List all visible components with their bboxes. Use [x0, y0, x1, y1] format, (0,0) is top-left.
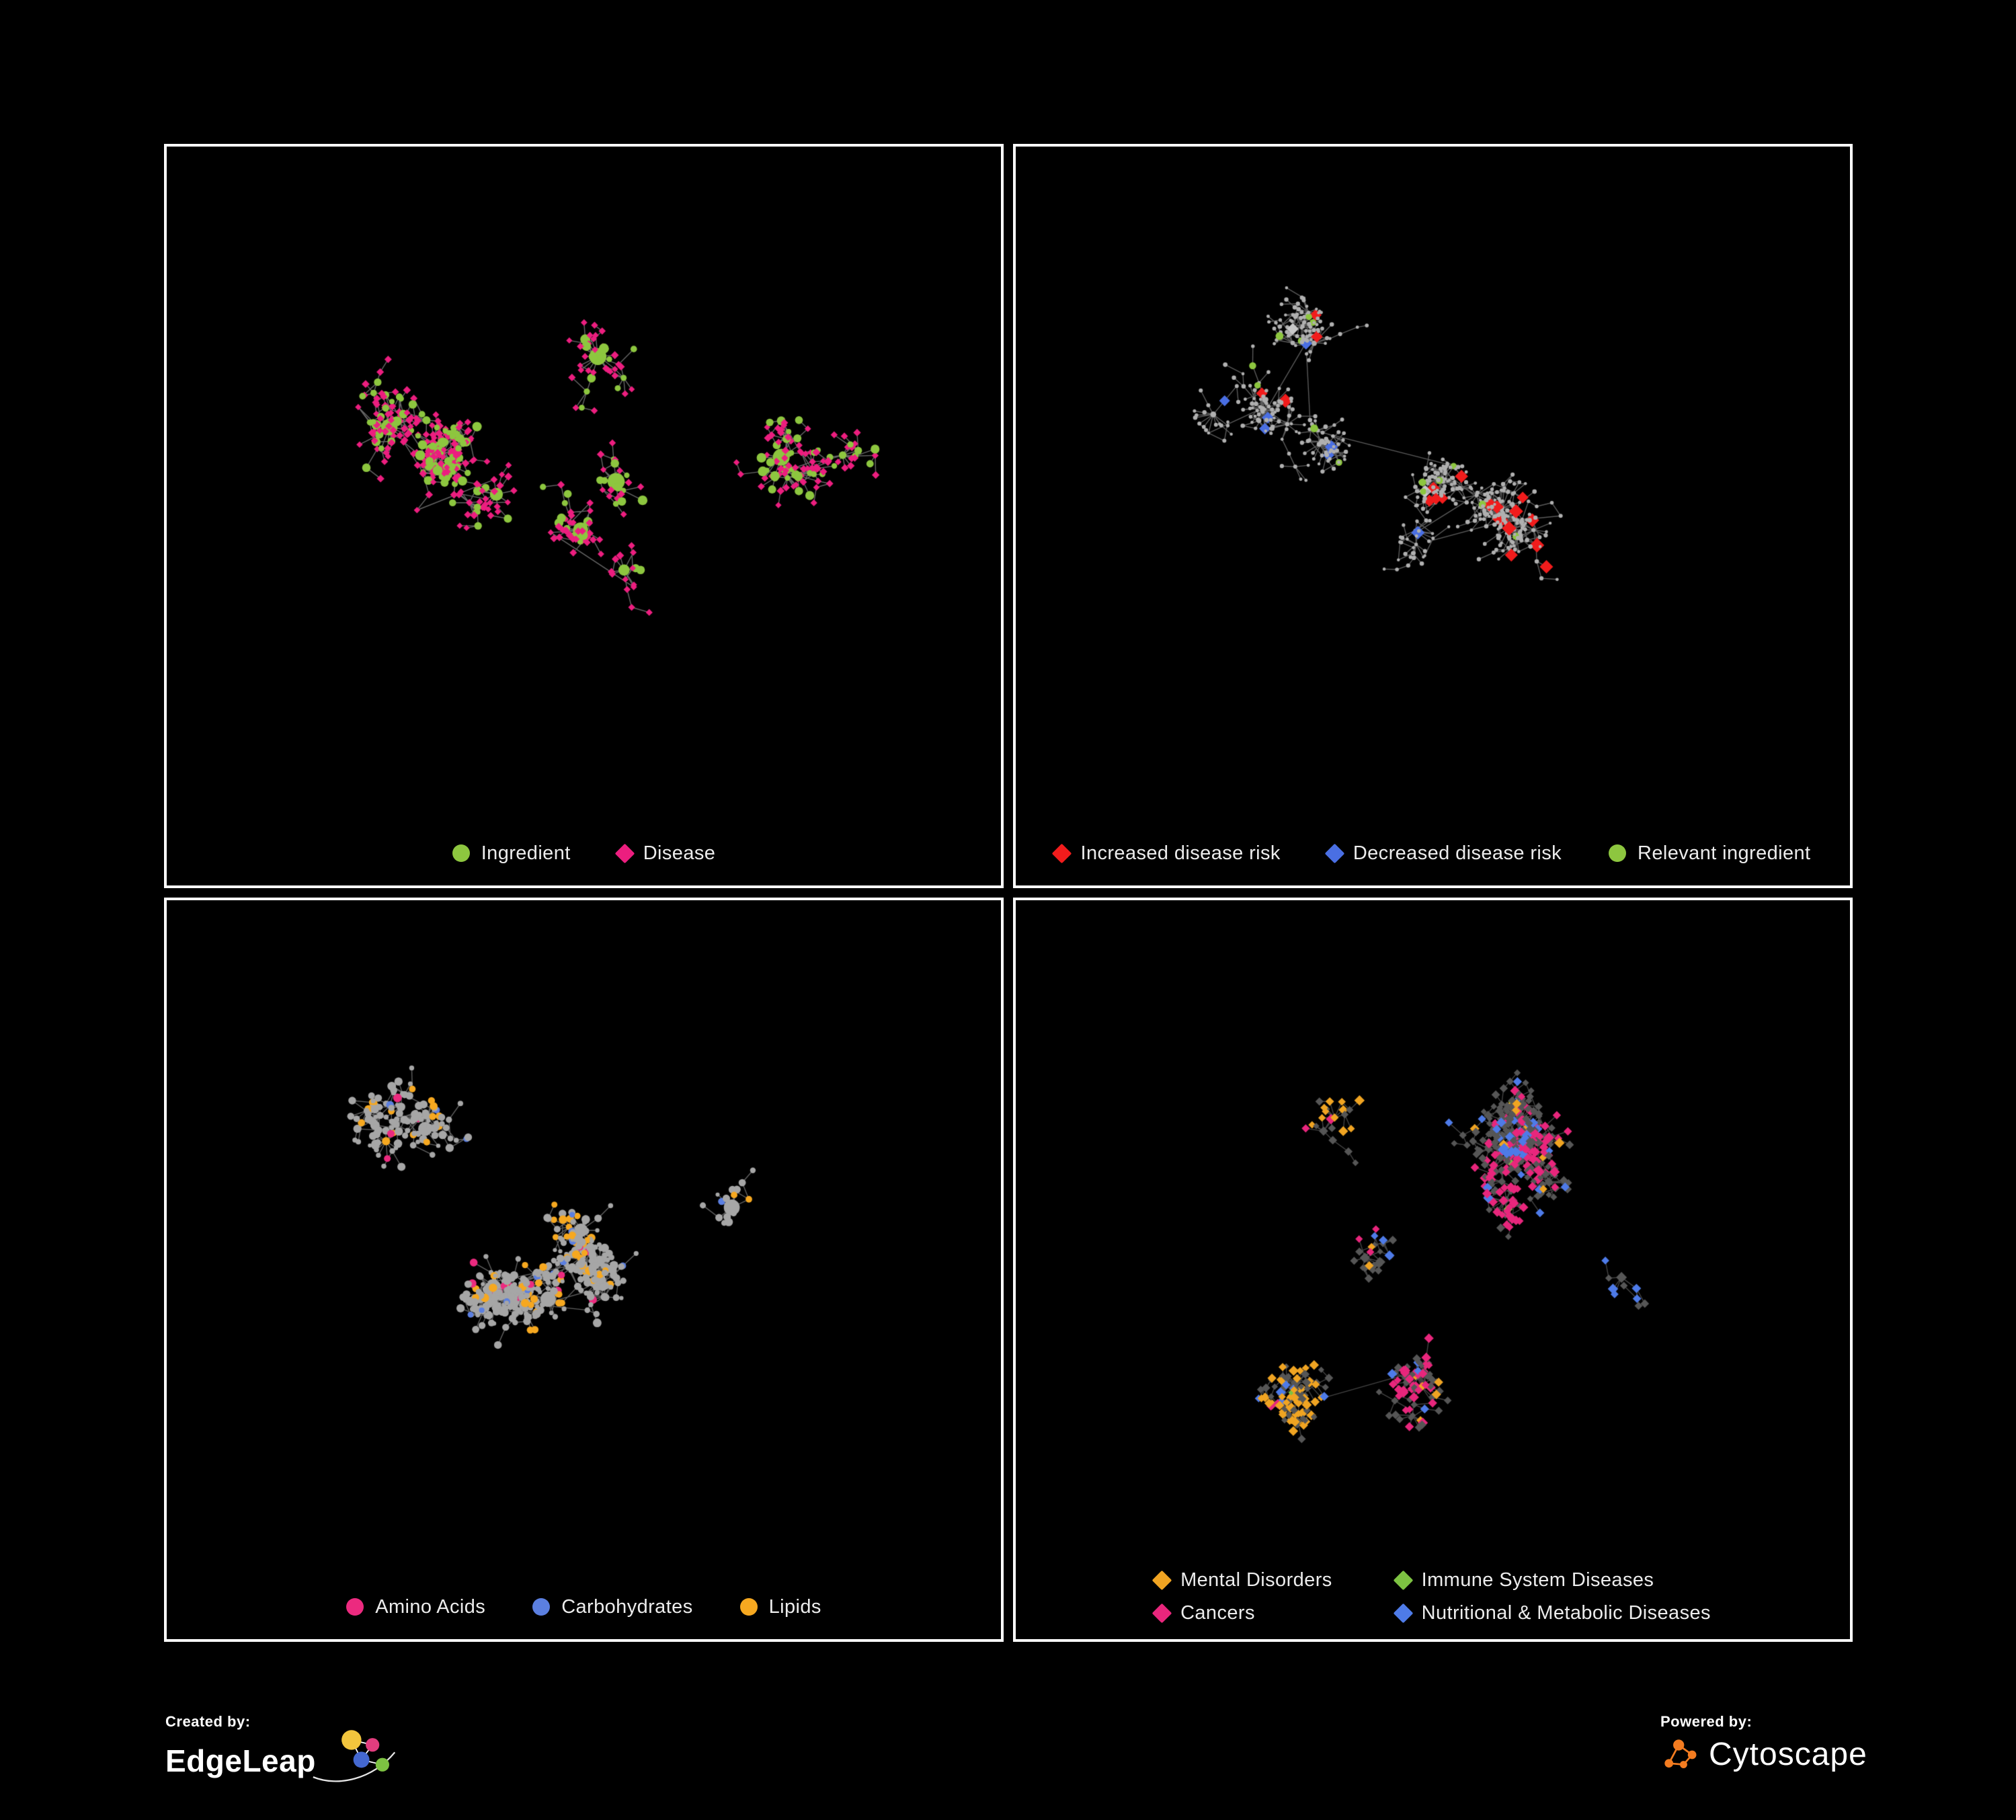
diamond-marker — [1152, 1603, 1172, 1624]
circle-marker — [452, 844, 470, 862]
legend-label: Carbohydrates — [561, 1595, 693, 1618]
diamond-marker — [1324, 843, 1345, 863]
legend-item-nutritional-metabolic-diseases: Nutritional & Metabolic Diseases — [1393, 1602, 1711, 1624]
legend-item-ingredient: Ingredient — [452, 842, 571, 865]
legend-label: Nutritional & Metabolic Diseases — [1421, 1602, 1711, 1624]
powered-by-label: Powered by: — [1660, 1713, 1752, 1730]
legend-label: Ingredient — [481, 842, 571, 864]
legend-ingredient-disease: Ingredient Disease — [176, 830, 992, 871]
legend-item-relevant-ingredient: Relevant ingredient — [1609, 842, 1810, 865]
legend-label: Cancers — [1180, 1602, 1255, 1624]
diamond-marker — [1393, 1570, 1414, 1591]
created-by-label: Created by: — [165, 1713, 251, 1730]
circle-marker — [346, 1598, 364, 1616]
circle-marker — [1609, 844, 1627, 862]
legend-item-carbohydrates: Carbohydrates — [532, 1596, 692, 1618]
legend-label: Immune System Diseases — [1421, 1569, 1654, 1591]
legend-item-disease: Disease — [614, 842, 716, 865]
network-graph-disease-risk — [1025, 156, 1841, 830]
legend-label: Relevant ingredient — [1638, 842, 1811, 864]
circle-marker — [532, 1598, 551, 1616]
legend-label: Mental Disorders — [1180, 1569, 1332, 1591]
legend-nutrient-classes: Amino Acids Carbohydrates Lipids — [176, 1584, 992, 1624]
legend-item-increased-disease-risk: Increased disease risk — [1052, 842, 1281, 865]
network-graph-ingredient-disease — [176, 156, 992, 830]
network-graph-disease-classes — [1025, 910, 1841, 1564]
legend-disease-classes: Mental Disorders Immune System Diseases Ca… — [1025, 1564, 1841, 1624]
legend-label: Lipids — [768, 1595, 821, 1618]
circle-marker — [739, 1598, 758, 1616]
diamond-marker — [1152, 1570, 1172, 1591]
cytoscape-wordmark: Cytoscape — [1709, 1737, 1867, 1772]
network-graph-nutrient-classes — [176, 910, 992, 1584]
panel-ingredient-disease: Ingredient Disease — [164, 144, 1004, 888]
panel-disease-risk: Increased disease risk Decreased disease … — [1013, 144, 1853, 888]
legend-item-amino-acids: Amino Acids — [346, 1596, 485, 1618]
edgeleap-molecule-icon — [313, 1730, 395, 1782]
powered-by-block: Powered by: Cytoscape — [1660, 1713, 1867, 1773]
legend-label: Decreased disease risk — [1353, 842, 1562, 864]
legend-disease-risk: Increased disease risk Decreased disease … — [1025, 830, 1841, 871]
diamond-marker — [1393, 1603, 1414, 1624]
panel-nutrient-classes: Amino Acids Carbohydrates Lipids — [164, 898, 1004, 1642]
diamond-marker — [614, 843, 635, 863]
legend-label: Increased disease risk — [1080, 842, 1281, 864]
figure-grid: Ingredient Disease Increased disease risk… — [164, 144, 1853, 1642]
legend-item-lipids: Lipids — [739, 1595, 821, 1618]
legend-item-decreased-disease-risk: Decreased disease risk — [1324, 842, 1562, 865]
legend-item-immune-system-diseases: Immune System Diseases — [1393, 1569, 1654, 1591]
edgeleap-wordmark: EdgeLeap — [165, 1743, 316, 1778]
created-by-block: Created by: EdgeLeap — [165, 1713, 405, 1786]
legend-label: Disease — [643, 842, 716, 864]
legend-item-mental-disorders: Mental Disorders — [1152, 1569, 1332, 1591]
legend-item-cancers: Cancers — [1152, 1602, 1255, 1624]
legend-label: Amino Acids — [375, 1595, 486, 1618]
panel-disease-classes: Mental Disorders Immune System Diseases Ca… — [1013, 898, 1853, 1642]
diamond-marker — [1052, 843, 1072, 863]
cytoscape-network-icon — [1664, 1739, 1697, 1768]
